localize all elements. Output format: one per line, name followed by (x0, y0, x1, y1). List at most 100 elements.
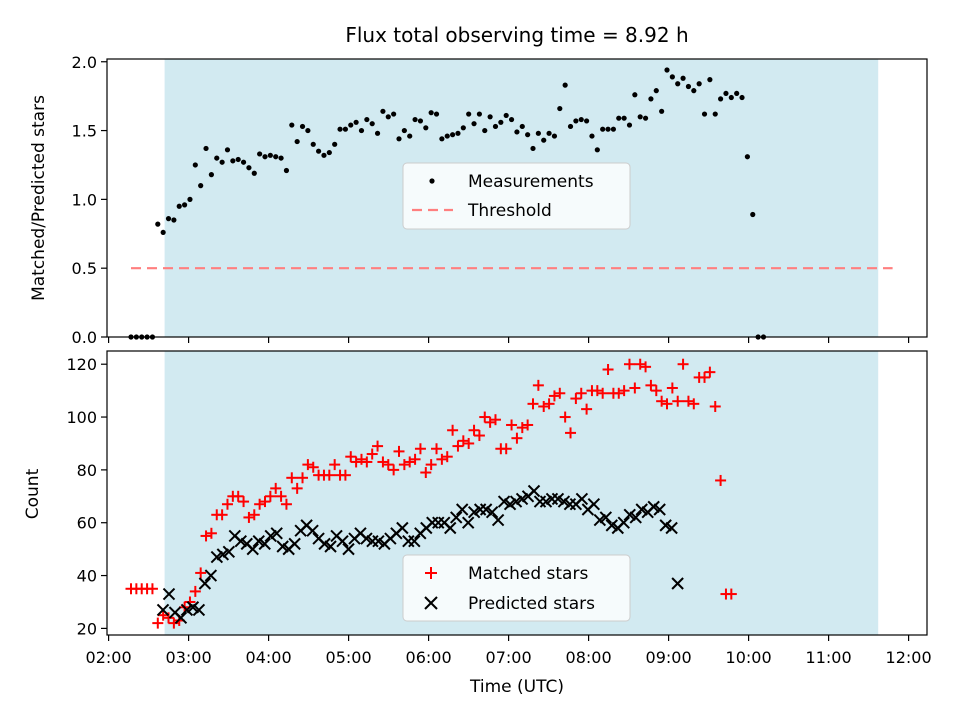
chart-title: Flux total observing time = 8.92 h (345, 23, 688, 47)
predicted-point (575, 492, 589, 506)
matched-point (254, 498, 266, 510)
predicted-point (258, 537, 271, 551)
top-legend: Measurements Threshold (402, 162, 631, 230)
measurement-point (165, 216, 172, 222)
measurement-point (519, 123, 525, 130)
measurement-point (203, 145, 209, 152)
x-tick-label: 06:00 (406, 648, 452, 667)
measurement-point (192, 162, 198, 168)
matched-point (623, 358, 635, 370)
matched-point (666, 382, 678, 394)
measurement-point (605, 126, 611, 132)
predicted-point (665, 521, 678, 535)
top-y-axis-label: Matched/Predicted stars (29, 95, 49, 301)
measurement-point (718, 96, 724, 102)
measurement-point (294, 138, 300, 145)
measurement-point (578, 116, 584, 123)
measurement-point (691, 88, 697, 94)
legend-predicted-label: Predicted stars (468, 594, 595, 614)
matched-point (221, 498, 233, 510)
predicted-point (198, 577, 212, 590)
top-plot-frame (106, 58, 928, 338)
matched-point (613, 387, 625, 399)
bottom-y-tick-label: 60 (77, 514, 97, 533)
matched-point (366, 448, 378, 460)
measurement-point (680, 75, 686, 81)
predicted-point (408, 535, 421, 548)
measurement-point (155, 221, 161, 227)
measurement-point (278, 155, 284, 161)
measurement-point (669, 74, 675, 80)
measurement-point (332, 141, 338, 147)
measurement-point (423, 125, 429, 131)
measurement-point (632, 92, 638, 98)
measurement-point (369, 121, 375, 127)
measurement-point (439, 136, 445, 142)
measurement-point (337, 126, 343, 132)
measurement-point (589, 133, 595, 139)
matched-point (355, 453, 367, 465)
measurement-point (374, 130, 381, 136)
predicted-point (336, 535, 349, 548)
measurement-point (739, 94, 745, 101)
predicted-point (174, 611, 188, 625)
measurement-point (198, 183, 204, 189)
matched-point (516, 422, 528, 434)
matched-point (280, 498, 292, 510)
predicted-point (617, 516, 630, 529)
matched-point (565, 427, 577, 439)
predicted-point (491, 513, 505, 527)
top-x-ticks (107, 337, 910, 343)
measurement-point (326, 149, 332, 156)
matched-point (205, 527, 217, 539)
measurement-point (621, 115, 627, 121)
measurement-point (321, 152, 327, 158)
predicted-point (288, 537, 301, 551)
matched-point (420, 467, 432, 479)
top-legend-box (402, 162, 631, 230)
measurement-point (546, 130, 552, 136)
measurement-point (594, 147, 600, 153)
top-y-tick-label: 0.5 (72, 259, 97, 278)
measurement-point (444, 133, 450, 139)
matched-point (243, 511, 255, 523)
matched-point (447, 424, 459, 436)
measurement-point (551, 133, 558, 139)
measurement-point (573, 118, 579, 124)
matched-point (425, 459, 437, 471)
measurement-point (267, 152, 273, 158)
measurement-point (208, 172, 214, 178)
matched-point (275, 490, 287, 502)
matched-point (656, 395, 668, 407)
measurement-point (257, 151, 263, 157)
measurement-point (251, 170, 257, 176)
matched-points (125, 358, 737, 629)
matched-point (489, 414, 501, 426)
measurement-point (750, 211, 756, 218)
legend-predicted-marker (424, 596, 438, 610)
matched-point (645, 379, 657, 391)
measurement-point (530, 145, 536, 152)
predicted-point (450, 511, 463, 524)
predicted-point (444, 521, 457, 535)
measurement-point (450, 132, 456, 138)
matched-point (640, 361, 652, 373)
matched-point (232, 490, 244, 502)
matched-point (372, 440, 384, 452)
measurement-point (316, 148, 322, 154)
matched-point (677, 358, 689, 370)
measurement-point (310, 141, 316, 147)
measurement-point (514, 129, 520, 135)
measurement-point (160, 229, 166, 236)
matched-point (559, 411, 571, 423)
matched-point (554, 387, 566, 399)
matched-point (672, 395, 684, 407)
matched-point (168, 617, 180, 629)
measurement-point (616, 115, 622, 121)
matched-point (393, 445, 405, 457)
x-tick-label: 11:00 (806, 648, 852, 667)
bottom-plot-frame (106, 350, 928, 636)
matched-point (618, 385, 630, 397)
measurement-point (412, 116, 418, 123)
